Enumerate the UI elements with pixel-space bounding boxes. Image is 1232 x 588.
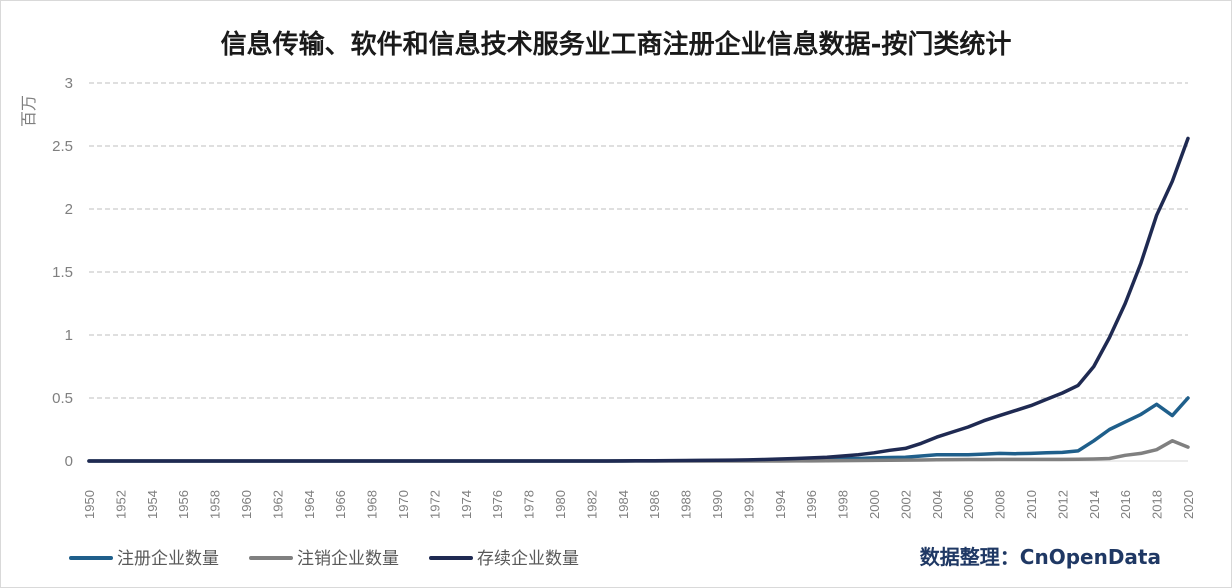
x-tick-label: 1984: [616, 490, 631, 519]
x-tick-label: 1976: [490, 490, 505, 519]
legend: 注册企业数量 注销企业数量 存续企业数量: [69, 549, 579, 569]
x-tick-label: 1952: [113, 490, 128, 519]
y-tick-label: 3: [65, 75, 73, 92]
legend-label-2: 存续企业数量: [477, 549, 579, 569]
x-tick-label: 1998: [836, 490, 851, 519]
x-tick-label: 1992: [741, 490, 756, 519]
legend-label-0: 注册企业数量: [117, 549, 219, 569]
x-tick-label: 2012: [1055, 490, 1070, 519]
x-tick-label: 1958: [208, 490, 223, 519]
x-tick-label: 1950: [82, 490, 97, 519]
series-line-2: [87, 136, 1190, 463]
x-tick-label: 1954: [145, 490, 160, 519]
x-tick-label: 2000: [867, 490, 882, 519]
x-tick-label: 2014: [1087, 490, 1102, 519]
x-axis-ticks: 1950 1952 1954 1956 1958 1960 1962 1964 1966 1968…: [82, 490, 1196, 519]
x-tick-label: 1988: [679, 490, 694, 519]
y-tick-label: 1.5: [52, 264, 73, 281]
x-tick-label: 1980: [553, 490, 568, 519]
x-tick-label: 2002: [898, 490, 913, 519]
x-tick-label: 1974: [459, 490, 474, 519]
y-tick-label: 2.5: [52, 138, 73, 155]
y-tick-label: 0.5: [52, 390, 73, 407]
y-tick-label: 2: [65, 201, 73, 218]
y-tick-label: 0: [65, 453, 73, 470]
x-tick-label: 2016: [1118, 490, 1133, 519]
x-tick-label: 2006: [961, 490, 976, 519]
x-tick-label: 2004: [930, 490, 945, 519]
x-tick-label: 1986: [647, 490, 662, 519]
x-tick-label: 1964: [302, 490, 317, 519]
x-tick-label: 1966: [333, 490, 348, 519]
legend-label-1: 注销企业数量: [297, 549, 399, 569]
x-tick-label: 1962: [270, 490, 285, 519]
series-line-1: [87, 439, 1190, 463]
x-tick-label: 1990: [710, 490, 725, 519]
x-tick-label: 2010: [1024, 490, 1039, 519]
y-axis-ticks: 0 0.5 1 1.5 2 2.5 3: [52, 75, 73, 470]
chart-title: 信息传输、软件和信息技术服务业工商注册企业信息数据-按门类统计: [221, 29, 1012, 60]
x-tick-label: 1982: [584, 490, 599, 519]
x-tick-label: 1994: [773, 490, 788, 519]
x-tick-label: 1978: [522, 490, 537, 519]
x-tick-label: 2020: [1181, 490, 1196, 519]
x-tick-label: 1960: [239, 490, 254, 519]
data-credit: 数据整理：CnOpenData: [920, 545, 1161, 569]
y-axis-unit-label: 百万: [19, 95, 38, 127]
x-tick-label: 1968: [365, 490, 380, 519]
x-tick-label: 1970: [396, 490, 411, 519]
series-lines: [87, 136, 1190, 463]
x-tick-label: 1996: [804, 490, 819, 519]
x-tick-label: 1972: [427, 490, 442, 519]
y-tick-label: 1: [65, 327, 73, 344]
x-tick-label: 2018: [1150, 490, 1165, 519]
gridlines: [89, 82, 1188, 462]
x-tick-label: 2008: [993, 490, 1008, 519]
x-tick-label: 1956: [176, 490, 191, 519]
